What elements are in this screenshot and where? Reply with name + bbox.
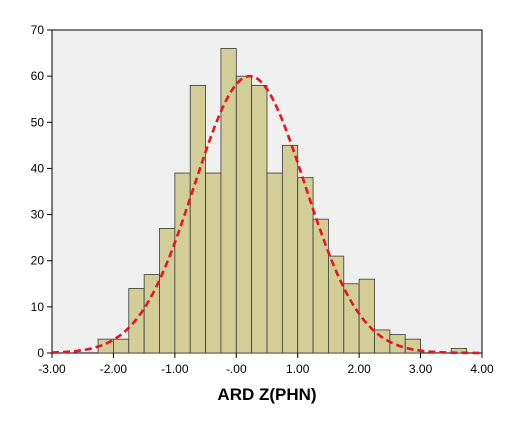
- histogram-bar-6: [189, 84, 206, 354]
- histogram-bar-12: [281, 144, 299, 354]
- y-tick-label-4: 40: [31, 161, 45, 175]
- x-tick-label-6: 3.00: [409, 362, 433, 376]
- y-tick-label-0: 0: [37, 346, 44, 360]
- y-tick-label-6: 60: [31, 69, 45, 83]
- histogram-bar-11: [266, 172, 283, 354]
- bars-layer: [97, 48, 468, 354]
- x-tick-label-5: 2.00: [347, 362, 371, 376]
- x-tick-label-3: -.00: [226, 362, 247, 376]
- histogram-bar-5: [174, 172, 191, 354]
- y-tick-label-2: 20: [31, 254, 45, 268]
- x-tick-label-4: 1.00: [286, 362, 310, 376]
- axes-layer: 0 10 20 30 40 50 60 70 -3.00 -2.00 -1.00 -.00 1.00 2.…: [31, 23, 494, 376]
- histogram-bar-21: [450, 347, 468, 354]
- x-tick-label-7: 4.00: [470, 362, 494, 376]
- histogram-bar-17: [358, 278, 375, 354]
- x-tick-label-2: -1.00: [161, 362, 189, 376]
- histogram-bar-1: [113, 338, 130, 354]
- y-tick-label-3: 30: [31, 208, 45, 222]
- y-tick-label-5: 50: [31, 115, 45, 129]
- x-tick-label-0: -3.00: [38, 362, 66, 376]
- histogram-bar-7: [205, 172, 222, 354]
- histogram-bar-4: [159, 228, 176, 354]
- x-axis-title: ARD Z(PHN): [217, 385, 316, 404]
- histogram-bar-14: [312, 218, 329, 354]
- normal-curve-line: [51, 74, 483, 355]
- y-tick-label-7: 70: [31, 23, 45, 37]
- histogram-bar-8: [220, 48, 237, 354]
- histogram-bar-10: [251, 84, 268, 354]
- histogram-bar-9: [235, 75, 253, 354]
- y-tick-label-1: 10: [31, 300, 45, 314]
- x-tick-label-1: -2.00: [100, 362, 128, 376]
